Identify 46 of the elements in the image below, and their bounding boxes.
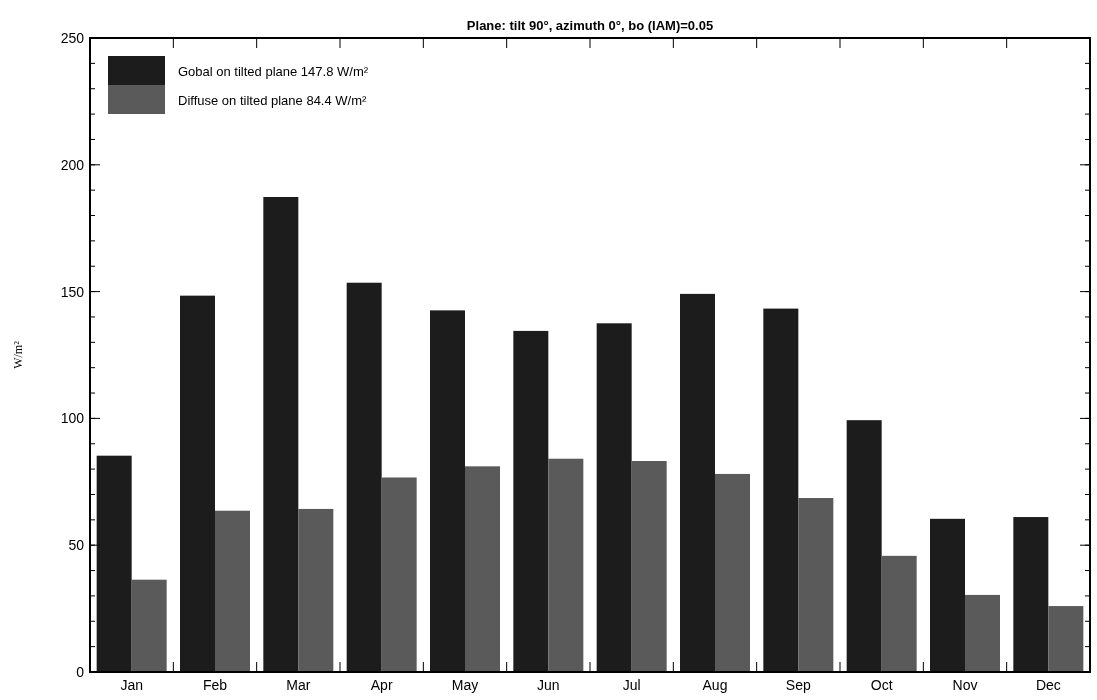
y-tick-label: 150 bbox=[60, 283, 85, 300]
y-tick-label: 250 bbox=[60, 29, 85, 46]
legend-label: Diffuse on tilted plane 84.4 W/m² bbox=[178, 92, 368, 108]
x-tick-label: Sep bbox=[785, 677, 811, 693]
x-tick-label: Nov bbox=[952, 677, 978, 693]
bar bbox=[263, 197, 299, 672]
bar bbox=[131, 579, 167, 672]
bar bbox=[346, 282, 382, 672]
y-axis-title: W/m² bbox=[11, 340, 25, 369]
chart-title: Plane: tilt 90°, azimuth 0°, bo (IAM)=0.05 bbox=[466, 18, 714, 33]
bar bbox=[381, 477, 417, 672]
bar bbox=[631, 461, 667, 672]
x-tick-label: May bbox=[451, 677, 479, 693]
y-tick-label: 100 bbox=[60, 410, 85, 427]
bar bbox=[680, 293, 715, 672]
bar bbox=[881, 555, 917, 672]
bar bbox=[930, 518, 965, 672]
x-tick-label: Oct bbox=[870, 677, 893, 693]
y-tick-label: 200 bbox=[60, 156, 85, 173]
bar bbox=[465, 466, 500, 672]
x-tick-label: Dec bbox=[1035, 677, 1061, 693]
bar bbox=[298, 508, 334, 672]
bar bbox=[180, 295, 215, 672]
x-tick-label: Aug bbox=[702, 677, 728, 693]
x-tick-label: Jun bbox=[537, 677, 560, 693]
bar bbox=[798, 498, 834, 672]
x-tick-label: Jul bbox=[622, 677, 641, 693]
x-tick-label: Jan bbox=[120, 677, 143, 693]
bar bbox=[1048, 606, 1084, 672]
bar bbox=[1013, 517, 1049, 672]
y-tick-label: 0 bbox=[76, 663, 85, 680]
bar bbox=[965, 594, 1000, 672]
bar bbox=[715, 473, 750, 672]
bar bbox=[430, 310, 465, 672]
legend-label: Gobal on tilted plane 147.8 W/m² bbox=[178, 63, 369, 79]
x-tick-label: Apr bbox=[370, 677, 393, 693]
x-tick-label: Mar bbox=[286, 677, 311, 693]
bar bbox=[763, 308, 799, 672]
y-tick-label: 50 bbox=[68, 537, 85, 554]
bar bbox=[513, 330, 549, 672]
bar bbox=[215, 510, 250, 672]
x-tick-label: Feb bbox=[202, 677, 228, 693]
bar bbox=[596, 323, 632, 672]
bar bbox=[96, 455, 132, 672]
bar bbox=[548, 458, 584, 672]
bar bbox=[846, 420, 882, 672]
